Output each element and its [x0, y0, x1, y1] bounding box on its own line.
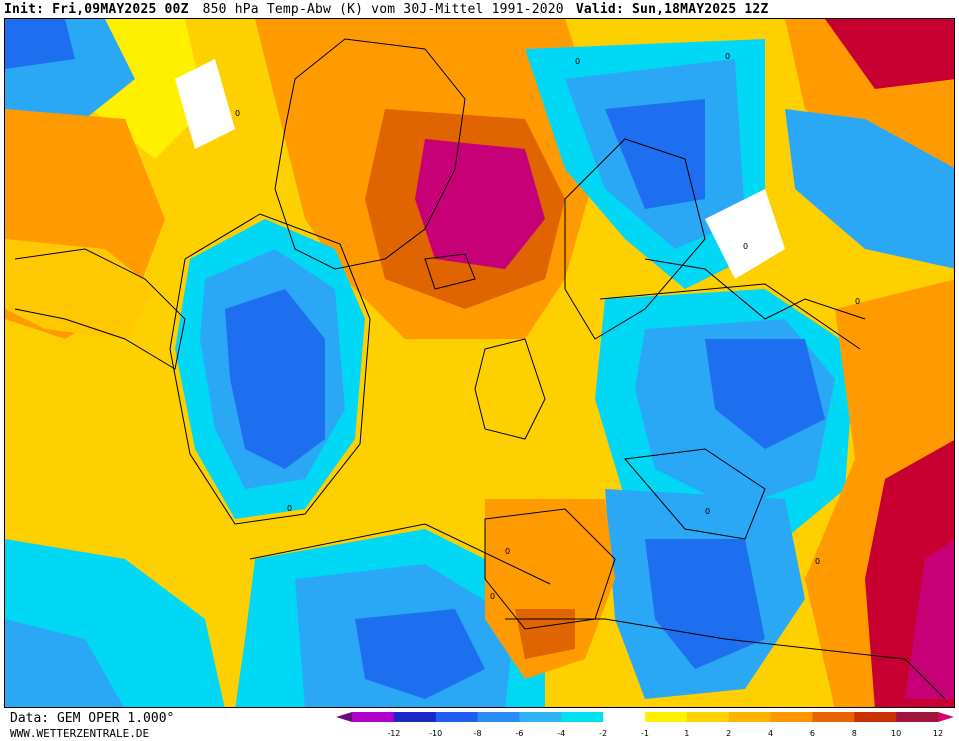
contour-label: 0	[815, 557, 820, 566]
cold-core-canada-north	[5, 19, 75, 69]
data-source-label: Data: GEM OPER 1.000°	[10, 711, 175, 726]
legend-swatch	[770, 712, 813, 722]
strong-warm-core-east	[905, 540, 954, 699]
strong-warm-siberia	[825, 19, 954, 89]
labrador-coast	[14, 248, 186, 370]
legend-swatch	[561, 712, 604, 722]
anomaly-map: 0 0 0 0 0 0 0 0 0 0 0	[4, 18, 955, 708]
contour-label: 0	[855, 297, 860, 306]
north-africa-coast	[505, 618, 946, 700]
greenland-coast	[274, 38, 466, 270]
legend-tick-label: -8	[474, 729, 482, 738]
legend-tick-label: -2	[599, 729, 607, 738]
contour-label: 0	[287, 504, 292, 513]
legend-tick-label: 8	[852, 729, 857, 738]
init-time-label: Init: Fri,09MAY2025 00Z	[4, 1, 189, 17]
legend-swatch	[728, 712, 772, 722]
legend-tick-label: -6	[515, 729, 523, 738]
contour-central-europe	[599, 283, 861, 350]
legend-swatch	[435, 712, 479, 722]
scandinavia-coast	[564, 138, 706, 340]
contour-azores	[249, 523, 551, 585]
neutral-patch-finland	[705, 189, 785, 279]
legend-swatch	[686, 712, 730, 722]
anomaly-field: 0 0 0 0 0 0 0 0 0 0 0	[5, 19, 954, 707]
legend-tick-label: -4	[557, 729, 565, 738]
warm-area-iberia	[485, 499, 615, 679]
contour-label: 0	[725, 52, 730, 61]
legend-tick-label: 6	[810, 729, 815, 738]
legend-tick-label: 12	[933, 729, 943, 738]
legend-swatch	[854, 712, 897, 722]
italy-balkans-coast	[624, 448, 766, 540]
british-isles-coast	[474, 338, 546, 440]
cold-core-azores	[355, 609, 485, 699]
contour-value-labels: 0 0 0 0 0 0 0 0 0 0 0	[235, 52, 860, 601]
cold-area-ural	[785, 109, 954, 269]
legend-swatch	[603, 712, 646, 722]
website-label: WWW.WETTERZENTRALE.DE	[10, 727, 150, 740]
legend-tick-label: -1	[641, 729, 649, 738]
contour-label: 0	[743, 242, 748, 251]
color-legend: -12 -10 -8 -6 -4 -2 -1 1 2 4 6 8 10 12	[336, 712, 954, 740]
parameter-label: 850 hPa Temp-Abw (K) vom 30J-Mittel 1991…	[202, 1, 564, 17]
legend-tick-label: 2	[726, 729, 731, 738]
contour-label: 0	[575, 57, 580, 66]
legend-tick-label: 4	[768, 729, 773, 738]
legend-swatch	[896, 712, 939, 722]
legend-arrow-right	[938, 712, 954, 722]
contour-label: 0	[505, 547, 510, 556]
contour-atlantic-low	[169, 213, 371, 525]
legend-swatch	[645, 712, 688, 722]
legend-swatch	[477, 712, 520, 722]
legend-swatch	[812, 712, 855, 722]
legend-tick-label: 1	[684, 729, 689, 738]
zero-contours	[169, 213, 861, 585]
legend-tick-label: -10	[429, 729, 442, 738]
legend-swatch	[519, 712, 562, 722]
cold-core-mediterranean	[645, 539, 765, 669]
legend-tick-label: 10	[891, 729, 901, 738]
legend-arrow-left	[336, 712, 352, 722]
legend-swatch	[393, 712, 437, 722]
valid-time-label: Valid: Sun,18MAY2025 12Z	[575, 1, 769, 17]
coastlines	[14, 38, 946, 700]
legend-tick-label: -12	[387, 729, 400, 738]
color-legend-bar: -12 -10 -8 -6 -4 -2 -1 1 2 4 6 8 10 12	[336, 712, 954, 738]
map-footer: Data: GEM OPER 1.000° WWW.WETTERZENTRALE…	[0, 708, 959, 741]
contour-label: 0	[490, 592, 495, 601]
warm-core-morocco	[515, 609, 575, 659]
contour-label: 0	[705, 507, 710, 516]
strong-warm-core-iceland	[415, 139, 545, 269]
legend-swatch	[352, 712, 395, 722]
cold-core-atlantic	[225, 289, 325, 469]
cold-core-southwest	[5, 619, 124, 707]
map-title-bar: Init: Fri,09MAY2025 00Z 850 hPa Temp-Abw…	[0, 0, 959, 18]
neutral-patch-baffin	[175, 59, 235, 149]
iceland-coast	[424, 253, 476, 290]
cold-core-ukraine	[705, 339, 825, 449]
contour-label: 0	[235, 109, 240, 118]
cold-core-barents	[605, 99, 705, 209]
baltic-coast	[644, 258, 866, 320]
